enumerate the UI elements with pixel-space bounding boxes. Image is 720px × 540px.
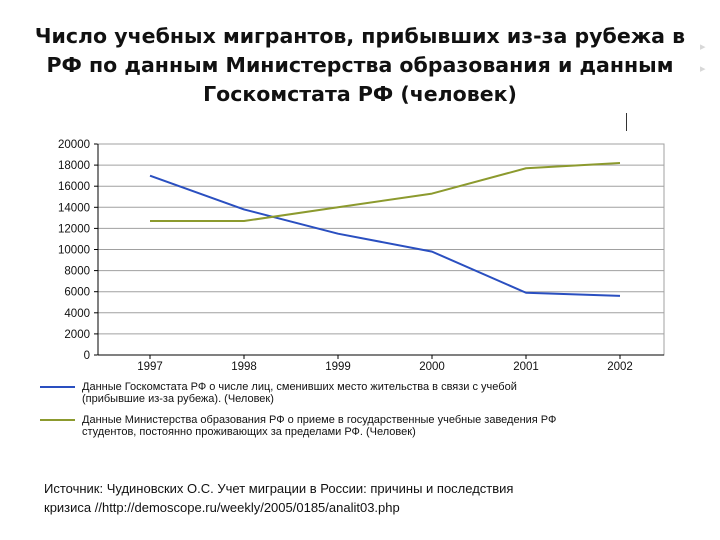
source-line-2: кризиса //http://demoscope.ru/weekly/200… <box>44 500 400 515</box>
legend-entry-ministry: Данные Министерства образования РФ о при… <box>40 414 680 438</box>
title-line-3: Госкомстата РФ (человек) <box>203 82 517 106</box>
x-tick-label: 1998 <box>231 361 257 373</box>
series-line-ministry <box>150 161 621 223</box>
y-tick-label: 16000 <box>58 181 90 193</box>
decorative-arrow-icon: ▸ <box>700 62 706 75</box>
y-tick-label: 2000 <box>64 329 90 341</box>
legend-label-goskomstat-line-1: Данные Госкомстата РФ о числе лиц, смени… <box>82 381 517 393</box>
legend-label-goskomstat-line-2: (прибывшие из-за рубежа). (Человек) <box>82 393 274 405</box>
legend-entry-goskomstat: Данные Госкомстата РФ о числе лиц, смени… <box>40 381 680 405</box>
y-tick-label: 20000 <box>58 139 90 151</box>
legend-swatch-goskomstat <box>40 386 75 388</box>
chart-series <box>149 161 621 297</box>
title-line-1: Число учебных мигрантов, прибывших из-за… <box>34 24 686 48</box>
y-tick-label: 10000 <box>58 245 90 257</box>
x-tick-label: 2002 <box>607 361 633 373</box>
x-tick-label: 1999 <box>325 361 351 373</box>
decorative-divider <box>626 113 627 131</box>
x-tick-label: 2001 <box>513 361 539 373</box>
y-tick-label: 14000 <box>58 202 90 214</box>
source-line-1: Источник: Чудиновских О.С. Учет миграции… <box>44 481 514 496</box>
y-tick-label: 18000 <box>58 160 90 172</box>
legend-label-ministry-line-2: студентов, постоянно проживающих за пред… <box>82 426 416 438</box>
y-axis-tick-labels: 0 2000 4000 6000 8000 10000 12000 14000 16000 180… <box>58 139 90 362</box>
x-tick-label: 2000 <box>419 361 445 373</box>
source-citation: Источник: Чудиновских О.С. Учет миграции… <box>44 479 684 517</box>
chart-gridlines <box>98 143 664 335</box>
y-tick-label: 0 <box>84 350 90 362</box>
legend-swatch-ministry <box>40 419 75 421</box>
legend-label-ministry-line-1: Данные Министерства образования РФ о при… <box>82 414 557 426</box>
y-tick-label: 12000 <box>58 223 90 235</box>
x-axis-tick-labels: 1997 1998 1999 2000 2001 2002 <box>137 361 633 373</box>
y-tick-label: 6000 <box>64 287 90 299</box>
y-tick-label: 8000 <box>64 266 90 278</box>
slide-title: Число учебных мигрантов, прибывших из-за… <box>20 22 700 109</box>
x-tick-label: 1997 <box>137 361 163 373</box>
decorative-arrow-icon: ▸ <box>700 40 706 53</box>
chart-axes <box>94 143 665 359</box>
line-chart: 0 2000 4000 6000 8000 10000 12000 14000 16000 180… <box>58 139 665 373</box>
title-line-2: РФ по данным Министерства образования и … <box>46 53 674 77</box>
y-tick-label: 4000 <box>64 308 90 320</box>
series-line-goskomstat <box>149 174 621 297</box>
